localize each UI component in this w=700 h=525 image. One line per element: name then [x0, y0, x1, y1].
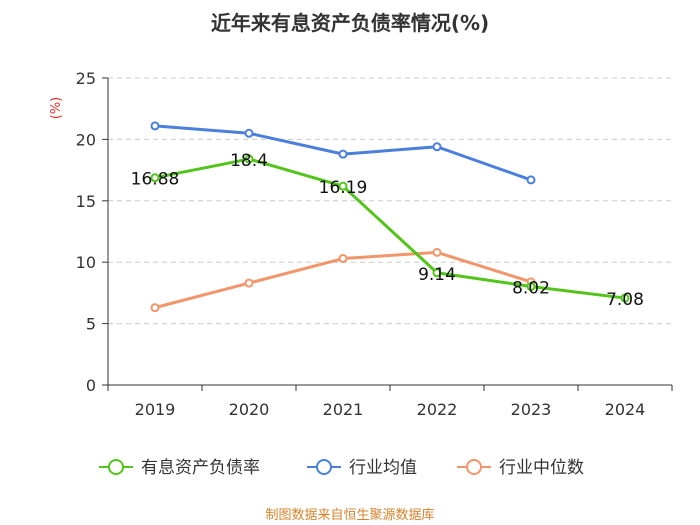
- data-label: 16.19: [319, 178, 368, 198]
- legend-label: 行业均值: [349, 458, 417, 478]
- series-group: [150, 121, 630, 313]
- data-point[interactable]: [244, 154, 254, 164]
- data-point[interactable]: [432, 268, 442, 278]
- data-point[interactable]: [620, 293, 630, 303]
- legend-marker: [316, 459, 332, 475]
- data-point[interactable]: [432, 142, 442, 152]
- data-point[interactable]: [338, 254, 348, 264]
- y-axis-unit: (%): [49, 97, 64, 120]
- legend-label: 有息资产负债率: [141, 458, 260, 478]
- data-labels: 16.88 18.4 16.19 9.14 8.02 7.08: [131, 151, 644, 310]
- x-tick-label: 2019: [135, 400, 176, 419]
- y-tick-label: 5: [86, 315, 96, 334]
- legend-label: 行业中位数: [499, 458, 584, 478]
- data-point[interactable]: [150, 121, 160, 131]
- legend-marker: [108, 459, 124, 475]
- y-tick-label: 0: [86, 376, 96, 395]
- data-point[interactable]: [338, 149, 348, 159]
- y-tick-label: 10: [76, 253, 96, 272]
- data-point[interactable]: [432, 247, 442, 257]
- grid-lines: [108, 77, 672, 325]
- data-label: 8.02: [512, 279, 550, 299]
- data-point[interactable]: [244, 128, 254, 138]
- source-note: 制图数据来自恒生聚源数据库: [265, 507, 434, 523]
- data-point[interactable]: [244, 278, 254, 288]
- legend-marker: [466, 459, 482, 475]
- data-point[interactable]: [150, 303, 160, 313]
- data-label: 9.14: [418, 265, 456, 285]
- legend[interactable]: 有息资产负债率 行业均值 行业中位数: [99, 458, 584, 478]
- y-tick-label: 20: [76, 130, 96, 149]
- x-tick-label: 2021: [323, 400, 364, 419]
- x-tick-label: 2023: [511, 400, 552, 419]
- x-tick-label: 2022: [417, 400, 458, 419]
- x-tick-label: 2020: [229, 400, 270, 419]
- axes: 0 5 10 15 20 25 2019 2020 2021 2022 2023 2024: [76, 69, 673, 419]
- data-point[interactable]: [150, 173, 160, 183]
- data-point[interactable]: [338, 181, 348, 191]
- data-label: 18.4: [230, 151, 268, 171]
- y-tick-label: 25: [76, 69, 96, 88]
- series-line: [154, 157, 626, 300]
- legend-item[interactable]: 有息资产负债率: [99, 458, 260, 478]
- chart-title: 近年来有息资产负债率情况(%): [211, 11, 489, 35]
- y-tick-label: 15: [76, 192, 96, 211]
- data-point[interactable]: [526, 175, 536, 185]
- data-label: 16.88: [131, 170, 180, 190]
- x-tick-label: 2024: [605, 400, 646, 419]
- legend-item[interactable]: 行业均值: [307, 458, 417, 478]
- data-label: 7.08: [606, 290, 644, 310]
- legend-item[interactable]: 行业中位数: [457, 458, 584, 478]
- data-point[interactable]: [526, 282, 536, 292]
